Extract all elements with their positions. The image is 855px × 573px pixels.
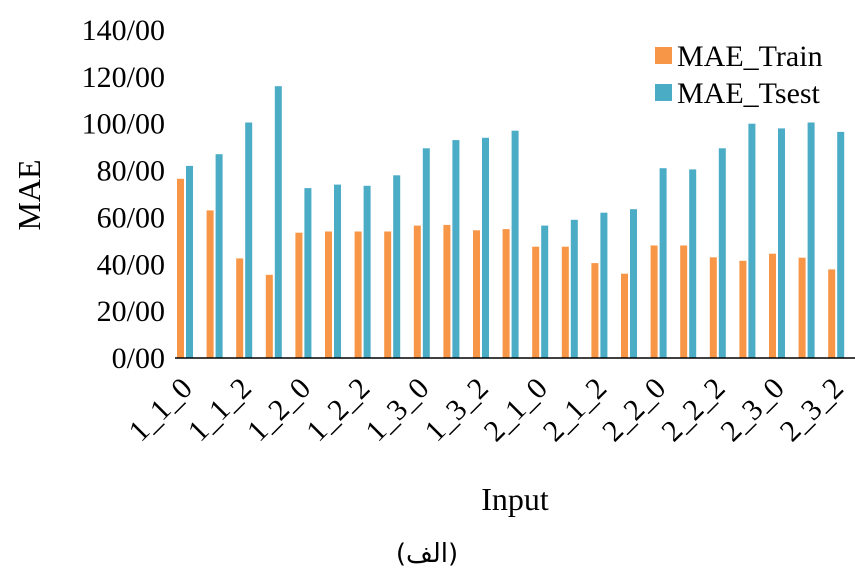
y-axis-title: MAE bbox=[11, 159, 47, 230]
bar-test-6 bbox=[334, 184, 341, 358]
bar-test-22 bbox=[807, 122, 815, 358]
bar-train-19 bbox=[709, 257, 717, 358]
bar-test-9 bbox=[422, 148, 430, 358]
bar-test-10 bbox=[452, 140, 460, 358]
x-tick-label: 2_2_0 bbox=[596, 372, 672, 448]
bar-test-16 bbox=[630, 209, 637, 358]
x-axis-title: Input bbox=[481, 481, 549, 517]
x-tick-label: 2_1_2 bbox=[537, 372, 613, 448]
bar-test-5 bbox=[304, 188, 312, 358]
bar-test-2 bbox=[215, 154, 223, 358]
y-tick-label: 120/00 bbox=[82, 61, 165, 94]
bar-test-19 bbox=[718, 148, 726, 358]
bar-train-4 bbox=[265, 274, 273, 358]
bar-train-2 bbox=[206, 210, 214, 358]
bar-train-20 bbox=[739, 260, 747, 358]
x-tick-label: 1_3_2 bbox=[418, 372, 494, 448]
bar-test-4 bbox=[274, 86, 282, 358]
y-tick-label: 60/00 bbox=[97, 201, 165, 234]
bar-train-23 bbox=[828, 269, 836, 358]
x-tick-label: 1_1_0 bbox=[122, 372, 198, 448]
y-tick-labels: 0/00 20/00 40/00 60/00 80/00 100/00 120/00 140/… bbox=[82, 14, 165, 375]
bar-test-8 bbox=[393, 175, 401, 358]
bar-train-11 bbox=[473, 230, 480, 358]
bar-train-21 bbox=[769, 253, 776, 358]
bar-test-1 bbox=[186, 165, 193, 358]
y-tick-label: 80/00 bbox=[97, 155, 165, 188]
bar-train-16 bbox=[621, 273, 628, 358]
legend-label-train: MAE_Train bbox=[677, 40, 823, 73]
y-tick-label: 0/00 bbox=[112, 342, 165, 375]
bar-test-3 bbox=[245, 122, 253, 358]
bar-test-15 bbox=[600, 212, 608, 358]
x-tick-labels: 1_1_01_1_21_2_01_2_21_3_01_3_22_1_02_1_2… bbox=[122, 372, 850, 448]
x-tick-label: 1_2_0 bbox=[241, 372, 317, 448]
bar-train-9 bbox=[413, 225, 421, 358]
bar-train-12 bbox=[502, 229, 510, 358]
x-tick-label: 2_3_2 bbox=[774, 372, 850, 448]
bar-train-7 bbox=[354, 231, 362, 358]
bar-train-1 bbox=[177, 178, 184, 358]
x-tick-label: 2_3_0 bbox=[714, 372, 790, 448]
bar-train-3 bbox=[236, 258, 244, 358]
bar-test-17 bbox=[659, 168, 667, 358]
bar-train-8 bbox=[384, 231, 392, 358]
bar-test-14 bbox=[570, 219, 578, 358]
bar-test-11 bbox=[482, 137, 489, 358]
bar-train-22 bbox=[798, 257, 806, 358]
bars-group bbox=[177, 86, 845, 358]
legend-label-test: MAE_Tsest bbox=[677, 77, 821, 110]
x-tick-label: 2_2_2 bbox=[655, 372, 731, 448]
bar-test-23 bbox=[837, 131, 845, 358]
bar-test-20 bbox=[748, 123, 756, 358]
legend: MAE_Train MAE_Tsest bbox=[655, 40, 823, 110]
x-tick-label: 2_1_0 bbox=[478, 372, 554, 448]
legend-swatch-train bbox=[655, 47, 672, 64]
legend-swatch-test bbox=[655, 84, 672, 101]
bar-train-18 bbox=[680, 245, 688, 358]
x-tick-label: 1_1_2 bbox=[182, 372, 258, 448]
x-tick-label: 1_2_2 bbox=[300, 372, 376, 448]
bar-train-13 bbox=[532, 246, 540, 358]
bar-train-5 bbox=[295, 232, 303, 358]
y-tick-label: 20/00 bbox=[97, 295, 165, 328]
bar-train-14 bbox=[561, 246, 569, 358]
bar-test-13 bbox=[541, 225, 549, 358]
bar-test-18 bbox=[689, 169, 697, 358]
y-tick-label: 140/00 bbox=[82, 14, 165, 47]
bar-test-12 bbox=[511, 130, 519, 358]
bar-test-21 bbox=[778, 128, 785, 358]
figure-caption: (الف) bbox=[396, 539, 458, 569]
bar-train-17 bbox=[650, 245, 658, 358]
y-tick-label: 100/00 bbox=[82, 108, 165, 141]
bar-train-6 bbox=[325, 231, 332, 358]
x-tick-label: 1_3_0 bbox=[359, 372, 435, 448]
y-tick-label: 40/00 bbox=[97, 248, 165, 281]
bar-train-10 bbox=[443, 224, 451, 358]
bar-test-7 bbox=[363, 185, 371, 358]
bar-train-15 bbox=[591, 263, 599, 358]
